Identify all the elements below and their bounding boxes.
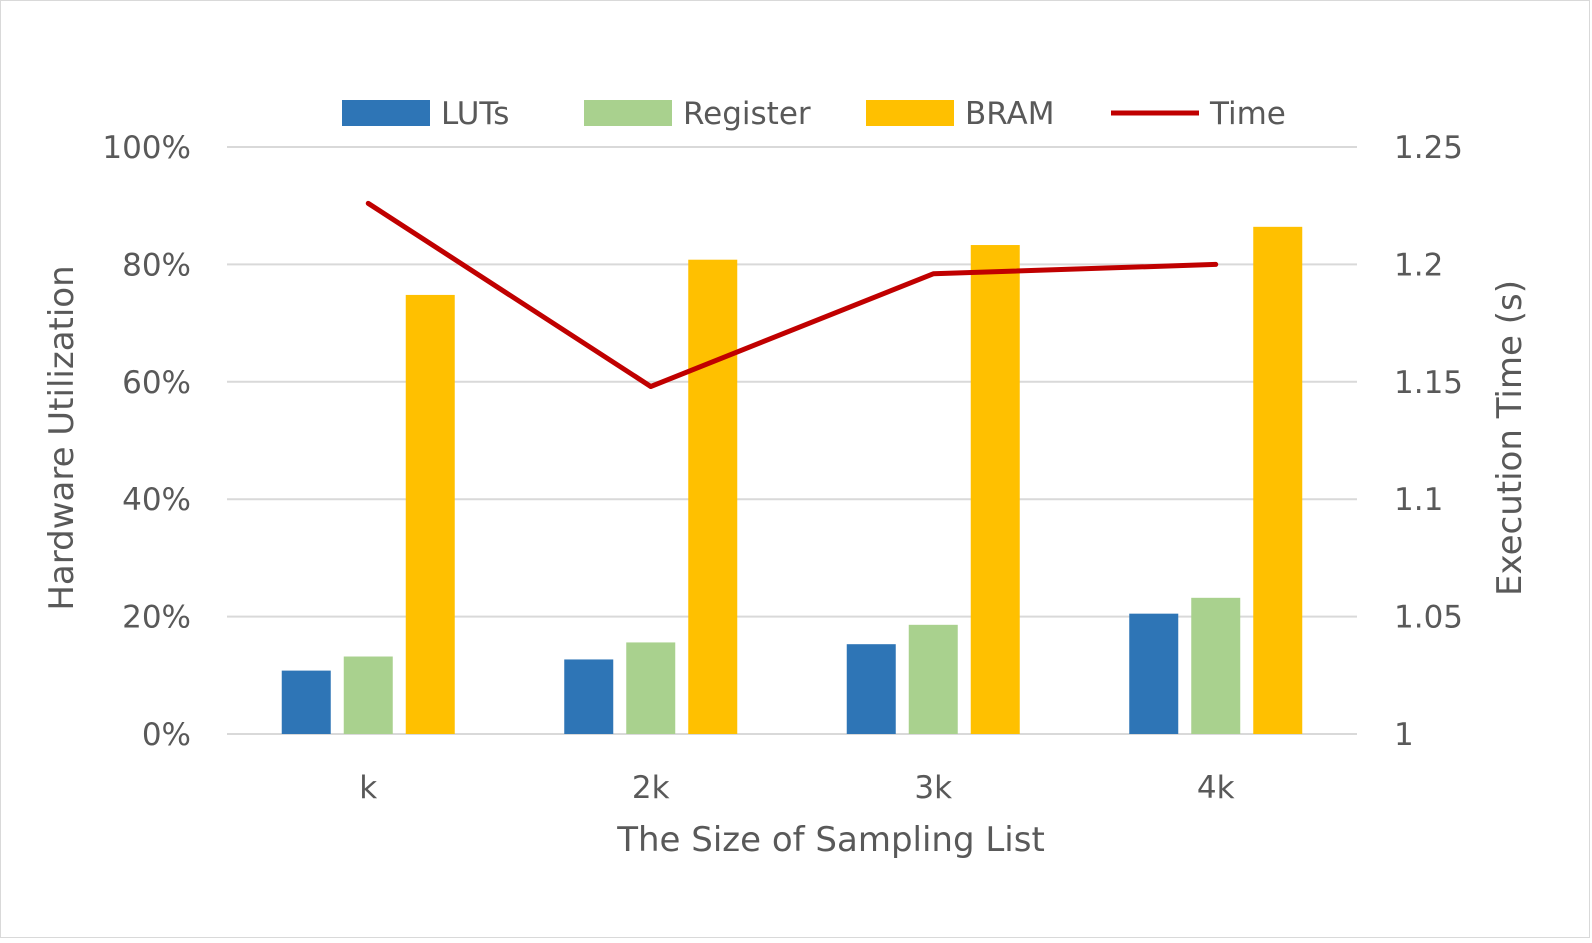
y2-tick-label: 1.15 bbox=[1394, 365, 1463, 401]
left-axis-ticks: 0% 20% 40% 60% 80% 100% bbox=[102, 130, 191, 753]
y2-tick-label: 1.1 bbox=[1394, 482, 1443, 518]
x-tick-label: k bbox=[359, 770, 377, 806]
x-axis-ticks: k 2k 3k 4k bbox=[359, 770, 1234, 806]
legend-swatch-register bbox=[584, 100, 672, 126]
y2-tick-label: 1.25 bbox=[1394, 130, 1463, 166]
bar-luts-3k bbox=[846, 644, 896, 734]
x-tick-label: 3k bbox=[914, 770, 952, 806]
y2-axis-title: Execution Time (s) bbox=[1490, 280, 1530, 596]
bar-bram-k bbox=[405, 294, 455, 734]
y2-tick-label: 1.2 bbox=[1394, 247, 1443, 283]
gridlines bbox=[227, 146, 1357, 735]
x-axis-title: The Size of Sampling List bbox=[616, 820, 1045, 860]
bar-luts-2k bbox=[564, 659, 614, 734]
bar-register-4k bbox=[1191, 597, 1241, 734]
time-line-group bbox=[365, 200, 1219, 389]
legend-swatch-bram bbox=[866, 100, 954, 126]
line-time bbox=[365, 200, 1219, 389]
y-axis-title: Hardware Utilization bbox=[42, 265, 82, 610]
x-tick-label: 4k bbox=[1197, 770, 1235, 806]
y-tick-label: 0% bbox=[142, 717, 191, 753]
y2-tick-label: 1.05 bbox=[1394, 600, 1463, 636]
bar-bram-2k bbox=[688, 259, 738, 734]
legend-label-luts: LUTs bbox=[441, 96, 509, 132]
legend-swatch-luts bbox=[342, 100, 430, 126]
y-tick-label: 100% bbox=[102, 130, 191, 166]
y-tick-label: 80% bbox=[122, 247, 191, 283]
x-tick-label: 2k bbox=[632, 770, 670, 806]
bar-register-2k bbox=[626, 642, 676, 734]
y-tick-label: 40% bbox=[122, 482, 191, 518]
right-axis-ticks: 1 1.05 1.1 1.15 1.2 1.25 bbox=[1394, 130, 1463, 753]
legend-label-register: Register bbox=[683, 96, 811, 132]
bar-bram-4k bbox=[1253, 226, 1303, 734]
legend: LUTs Register BRAM Time bbox=[342, 96, 1286, 132]
legend-label-time: Time bbox=[1209, 96, 1286, 132]
y2-tick-label: 1 bbox=[1394, 717, 1414, 753]
bar-register-3k bbox=[908, 624, 958, 734]
bar-luts-k bbox=[281, 670, 331, 734]
legend-label-bram: BRAM bbox=[965, 96, 1055, 132]
bars-group bbox=[281, 226, 1303, 735]
bar-luts-4k bbox=[1129, 613, 1179, 734]
bar-bram-3k bbox=[970, 245, 1020, 735]
y-tick-label: 60% bbox=[122, 365, 191, 401]
y-tick-label: 20% bbox=[122, 600, 191, 636]
bar-register-k bbox=[343, 656, 393, 734]
